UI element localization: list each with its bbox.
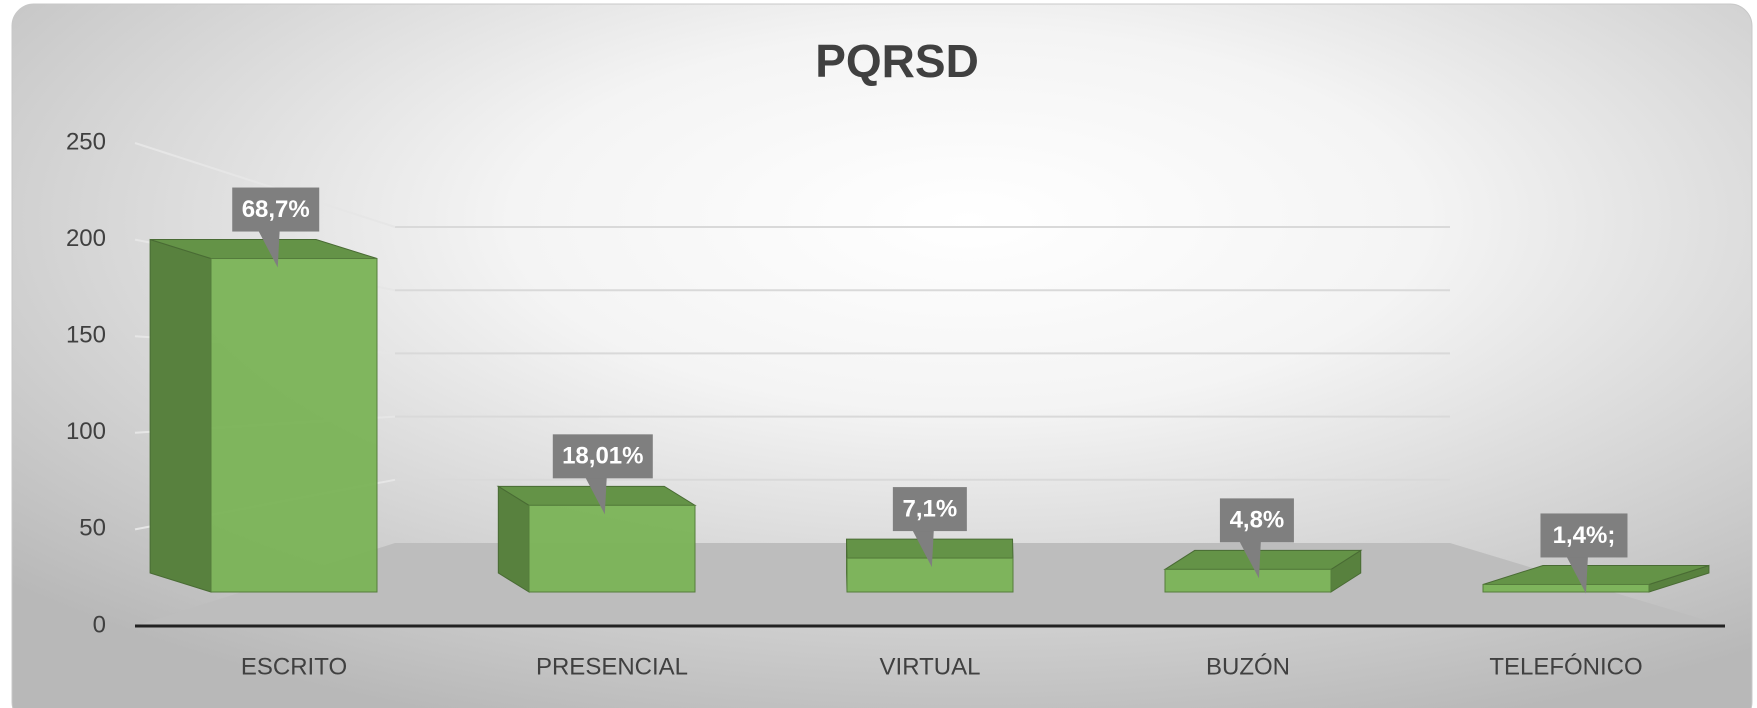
y-tick-label: 250 (66, 128, 106, 155)
label-box (552, 434, 653, 479)
chart-title: PQRSD (815, 35, 979, 87)
data-label: 18,01% (562, 443, 643, 470)
data-label: 68,7% (242, 196, 310, 223)
bar-group: 1,4%; (1482, 513, 1710, 594)
data-label: 1,4%; (1553, 522, 1616, 549)
data-label: 4,8% (1230, 507, 1285, 534)
bar (210, 258, 378, 593)
label-box (1219, 498, 1294, 543)
label-pointer (911, 529, 934, 568)
x-tick-label: VIRTUAL (880, 653, 981, 680)
bar-side (149, 238, 212, 593)
label-box (232, 187, 320, 232)
grid-line-side (134, 142, 396, 228)
bar-group: 7,1% (846, 487, 1014, 593)
x-tick-label: PRESENCIAL (536, 653, 688, 680)
label-pointer (584, 476, 607, 515)
label-box (1540, 513, 1628, 558)
y-tick-label: 150 (66, 322, 106, 349)
bar-top (1163, 549, 1363, 570)
y-tick-label: 200 (66, 225, 106, 252)
data-label: 7,1% (903, 495, 958, 522)
y-tick-label: 0 (93, 611, 106, 638)
label-pointer (1565, 555, 1588, 594)
bar (528, 504, 696, 593)
x-tick-label: BUZÓN (1206, 653, 1290, 680)
label-pointer (1238, 540, 1261, 579)
bar-group: 18,01% (496, 434, 697, 593)
bar (1164, 568, 1332, 593)
label-pointer (257, 229, 280, 268)
x-tick-label: ESCRITO (241, 653, 347, 680)
chart-background (11, 3, 1753, 708)
label-box (892, 487, 967, 532)
bar-group: 68,7% (149, 187, 378, 593)
y-tick-label: 100 (66, 418, 106, 445)
y-tick-label: 50 (79, 515, 106, 542)
bar (1482, 583, 1650, 593)
bar-group: 4,8% (1163, 498, 1363, 593)
x-tick-label: TELEFÓNICO (1489, 653, 1642, 680)
